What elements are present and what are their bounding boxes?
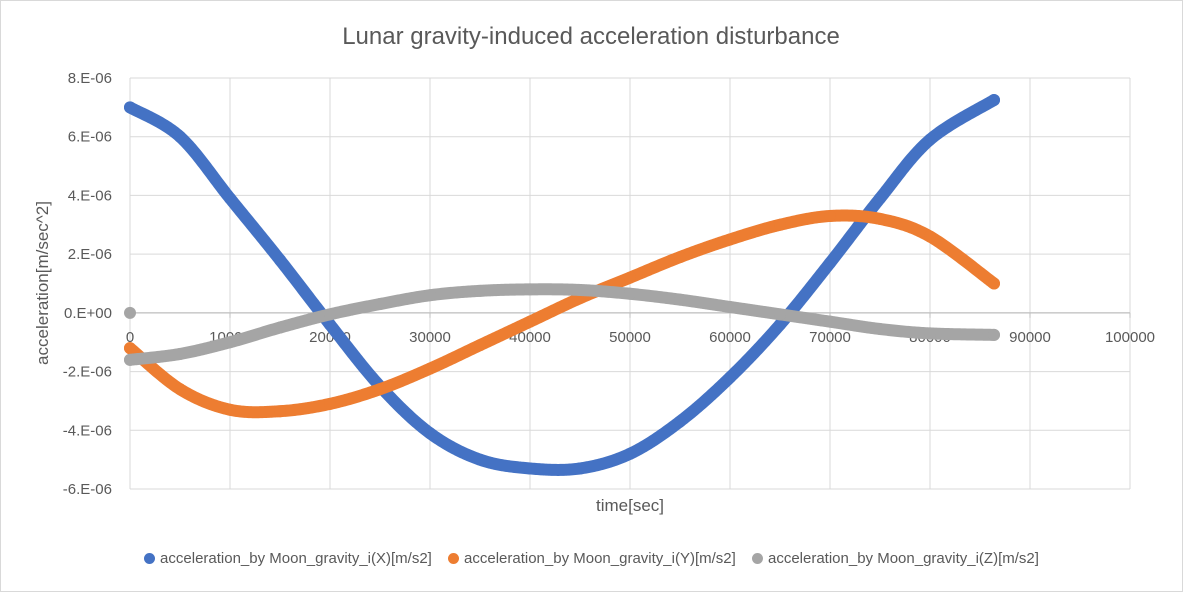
data-point — [624, 447, 636, 460]
y-tick-label: -6.E-06 — [63, 481, 112, 498]
y-tick-label: 4.E-06 — [68, 187, 112, 204]
data-point — [574, 462, 586, 475]
series-line — [124, 94, 1000, 476]
data-point — [874, 323, 886, 336]
data-point — [224, 336, 236, 349]
data-point — [274, 321, 286, 334]
data-point — [424, 289, 436, 302]
data-point — [124, 353, 136, 366]
legend-marker-x — [144, 553, 156, 564]
y-tick-label: 2.E-06 — [68, 246, 112, 263]
x-tick-label: 0 — [126, 329, 134, 346]
data-point — [674, 415, 686, 428]
x-tick-label: 70000 — [809, 329, 851, 346]
data-point — [324, 308, 336, 321]
data-point — [424, 362, 436, 375]
data-point — [724, 233, 736, 246]
chart-title: Lunar gravity-induced acceleration distu… — [342, 23, 840, 50]
legend-label-y: acceleration_by Moon_gravity_i(Y)[m/s2] — [464, 550, 736, 567]
data-point — [874, 212, 886, 225]
y-tick-label: -4.E-06 — [63, 422, 112, 439]
data-point — [374, 298, 386, 311]
series-line — [124, 209, 1000, 419]
gridlines — [129, 77, 1131, 490]
data-point — [824, 256, 836, 269]
data-point — [874, 192, 886, 205]
data-point — [988, 277, 1000, 290]
data-point — [824, 209, 836, 222]
data-point — [424, 427, 436, 440]
data-point — [574, 283, 586, 296]
data-point — [524, 315, 536, 328]
legend: acceleration_by Moon_gravity_i(X)[m/s2] … — [0, 550, 1183, 567]
data-point — [224, 192, 236, 205]
legend-marker-y — [448, 553, 460, 564]
series-0 — [124, 94, 1000, 476]
legend-item-z: acceleration_by Moon_gravity_i(Z)[m/s2] — [751, 550, 1039, 567]
y-tick-label: 6.E-06 — [68, 129, 112, 146]
x-tick-label: 90000 — [1009, 329, 1051, 346]
data-point — [474, 284, 486, 297]
series-layer — [124, 94, 1000, 476]
legend-item-y: acceleration_by Moon_gravity_i(Y)[m/s2] — [448, 550, 736, 567]
data-point — [224, 403, 236, 416]
series-line — [124, 283, 1000, 366]
data-point — [174, 130, 186, 143]
data-point — [774, 308, 786, 321]
data-point — [174, 347, 186, 360]
x-tick-label: 60000 — [709, 329, 751, 346]
data-point — [124, 342, 136, 355]
y-axis-label: acceleration[m/sec^2] — [33, 201, 52, 365]
data-point — [474, 453, 486, 466]
data-point — [774, 218, 786, 231]
series-1 — [124, 209, 1000, 419]
data-point — [674, 293, 686, 306]
x-tick-label: 50000 — [609, 329, 651, 346]
data-point — [624, 287, 636, 300]
data-point — [524, 283, 536, 296]
data-point — [124, 101, 136, 114]
data-point — [174, 383, 186, 396]
series-3 — [124, 306, 136, 319]
series-2 — [124, 283, 1000, 366]
data-point — [988, 94, 1000, 107]
legend-item-x: acceleration_by Moon_gravity_i(X)[m/s2] — [144, 550, 432, 567]
data-point — [924, 230, 936, 243]
x-tick-label: 100000 — [1105, 329, 1155, 346]
data-point — [674, 251, 686, 264]
data-point — [324, 397, 336, 410]
legend-marker-z — [751, 553, 763, 564]
data-point — [374, 383, 386, 396]
x-tick-label: 30000 — [409, 329, 451, 346]
data-point — [324, 318, 336, 331]
data-point — [724, 371, 736, 384]
data-point — [924, 327, 936, 340]
y-tick-label: 8.E-06 — [68, 70, 112, 87]
data-point — [724, 300, 736, 313]
y-tick-label: -2.E-06 — [63, 364, 112, 381]
data-point — [924, 133, 936, 146]
data-point — [524, 462, 536, 475]
y-tick-labels: 8.E-06 6.E-06 4.E-06 2.E-06 0.E+00 -2.E-06 -4.… — [63, 70, 112, 498]
y-tick-label: 0.E+00 — [64, 305, 112, 322]
data-point — [274, 254, 286, 267]
data-point — [988, 328, 1000, 341]
data-point — [774, 318, 786, 331]
legend-label-z: acceleration_by Moon_gravity_i(Z)[m/s2] — [767, 550, 1039, 567]
legend-label-x: acceleration_by Moon_gravity_i(X)[m/s2] — [160, 550, 432, 567]
axes — [129, 312, 1131, 318]
data-point — [274, 405, 286, 418]
data-point — [624, 271, 636, 284]
data-point — [124, 306, 136, 319]
x-axis-label: time[sec] — [596, 496, 664, 515]
data-point — [474, 339, 486, 352]
data-point — [824, 315, 836, 328]
